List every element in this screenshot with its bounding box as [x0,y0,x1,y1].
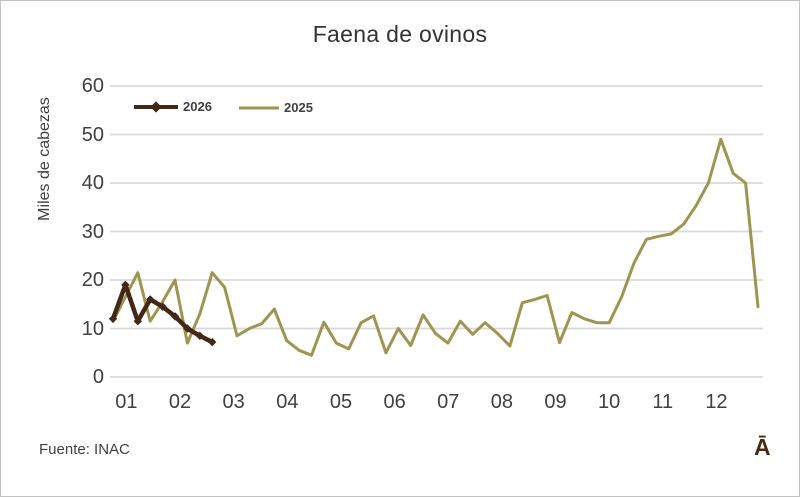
legend-line-2025 [239,102,279,114]
y-tick-label: 50 [81,123,104,146]
y-tick-label: 20 [81,269,104,291]
chart-title: Faena de ovinos [312,21,488,47]
y-tick-label: 10 [81,317,104,340]
data-point-marker [208,337,217,347]
diamond-marker-icon [150,100,162,113]
x-tick-label: 05 [329,391,353,413]
x-tick-label: 07 [437,391,460,413]
data-point-marker [183,324,192,333]
x-tick-label: 03 [222,391,245,413]
x-tick-label: 08 [490,391,513,413]
x-tick-label: 10 [598,391,621,413]
data-point-marker [133,317,143,326]
legend-line-2026 [134,100,178,113]
series-line-2026 [110,282,215,345]
data-point-marker [108,314,118,323]
x-tick-label: 02 [168,391,192,413]
data-point-marker [121,280,130,290]
x-tick-label: 06 [383,391,406,413]
legend-label-2026: 2026 [183,99,212,114]
x-tick-label: 01 [115,391,138,413]
data-point-marker [170,312,180,321]
y-tick-label: 60 [81,75,104,97]
legend-label-2025: 2025 [284,100,313,115]
x-tick-label: 11 [652,391,674,413]
corner-glyph: Ā [754,434,771,460]
x-tick-label: 12 [705,391,728,413]
x-tick-label: 09 [544,391,567,413]
source-note: Fuente: INAC [39,441,130,458]
data-point-marker [158,302,167,311]
x-tick-label: 04 [276,391,299,413]
data-point-marker [146,295,155,304]
data-point-marker [195,331,205,340]
series-line-2025 [111,137,760,357]
legend-item-2025: 2025 [239,100,313,115]
y-tick-label: 30 [81,220,104,243]
legend-item-2026: 2026 [134,99,212,114]
y-tick-label: 0 [92,366,104,388]
y-tick-label: 40 [81,172,104,194]
